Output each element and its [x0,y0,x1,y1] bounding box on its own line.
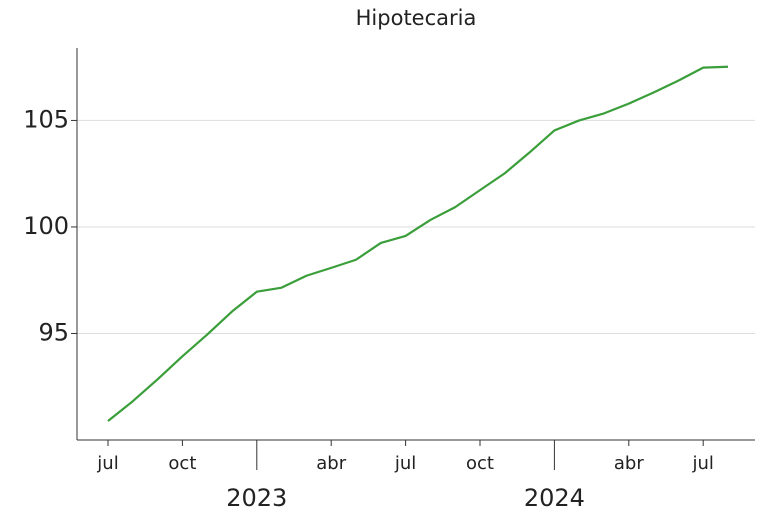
y-tick-label: 95 [38,318,69,346]
year-label: 2023 [226,484,287,512]
x-tick-label: jul [691,453,713,474]
x-tick-label: oct [466,453,494,474]
x-tick-label: jul [394,453,416,474]
data-line [107,65,729,422]
x-tick-label: abr [614,453,644,474]
x-tick-label: oct [168,453,196,474]
x-tick-label: jul [96,453,118,474]
x-tick-label: abr [316,453,346,474]
chart-title: Hipotecaria [356,6,477,30]
y-tick-label: 105 [23,105,69,133]
y-tick-label: 100 [23,212,69,240]
year-label: 2024 [524,484,585,512]
